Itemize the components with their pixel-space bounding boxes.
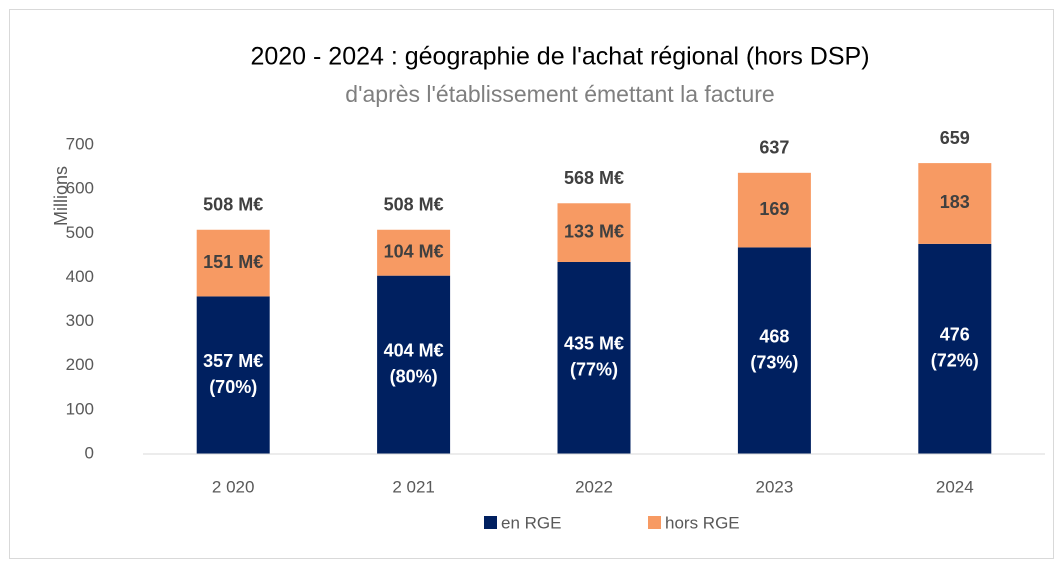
- bar-segment: [737, 172, 811, 248]
- y-tick-label: 200: [66, 355, 94, 374]
- chart-title: 2020 - 2024 : géographie de l'achat régi…: [250, 43, 869, 71]
- bar-segment: [196, 296, 270, 454]
- data-label: 435 M€: [564, 334, 624, 354]
- x-tick-label: 2 021: [392, 477, 435, 496]
- y-tick-label: 600: [66, 179, 94, 198]
- bar-segment: [196, 229, 270, 297]
- bar-segment: [918, 163, 992, 244]
- share-label: (70%): [209, 377, 257, 397]
- total-label: 508 M€: [384, 195, 444, 215]
- data-label: 133 M€: [564, 221, 624, 241]
- bar-segment: [918, 243, 992, 454]
- x-tick-label: 2024: [936, 477, 974, 496]
- data-label: 183: [940, 192, 970, 212]
- y-tick-label: 0: [85, 443, 94, 462]
- bar-segment: [737, 247, 811, 454]
- data-label: 169: [759, 199, 789, 219]
- bar-segment: [557, 261, 631, 454]
- y-tick-label: 100: [66, 399, 94, 418]
- chart-border: [9, 9, 1054, 559]
- bar-segment: [377, 229, 451, 276]
- legend-label: hors RGE: [665, 513, 740, 532]
- legend-label: en RGE: [501, 513, 561, 532]
- total-label: 659: [940, 128, 970, 148]
- y-tick-label: 300: [66, 311, 94, 330]
- chart-subtitle: d'après l'établissement émettant la fact…: [345, 81, 774, 107]
- y-tick-label: 500: [66, 223, 94, 242]
- y-tick-label: 700: [66, 134, 94, 153]
- x-tick-label: 2 020: [212, 477, 255, 496]
- share-label: (72%): [931, 351, 979, 371]
- data-label: 404 M€: [384, 341, 444, 361]
- total-label: 568 M€: [564, 168, 624, 188]
- total-label: 637: [759, 138, 789, 158]
- x-tick-label: 2022: [575, 477, 613, 496]
- total-label: 508 M€: [203, 195, 263, 215]
- share-label: (80%): [390, 367, 438, 387]
- data-label: 151 M€: [203, 252, 263, 272]
- y-axis-label: Millions: [51, 166, 71, 226]
- bar-segment: [557, 203, 631, 262]
- data-label: 357 M€: [203, 351, 263, 371]
- y-tick-label: 400: [66, 267, 94, 286]
- share-label: (77%): [570, 360, 618, 380]
- data-label: 476: [940, 325, 970, 345]
- share-label: (73%): [750, 352, 798, 372]
- legend-swatch: [648, 516, 661, 529]
- x-tick-label: 2023: [755, 477, 793, 496]
- legend-swatch: [484, 516, 497, 529]
- bar-segment: [377, 275, 451, 454]
- data-label: 104 M€: [384, 241, 444, 261]
- data-label: 468: [759, 326, 789, 346]
